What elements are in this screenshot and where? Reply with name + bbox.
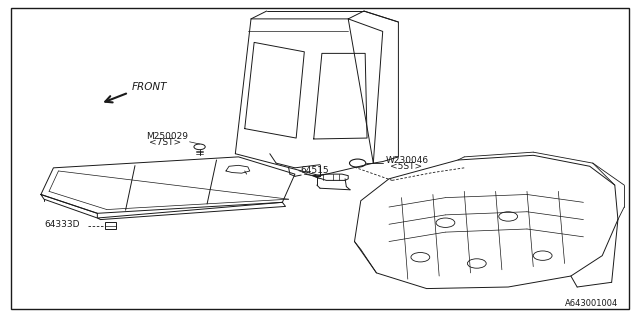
Text: <7ST>: <7ST> (149, 138, 182, 147)
Text: A643001004: A643001004 (564, 299, 618, 308)
Bar (106, 222, 116, 229)
Text: 64515: 64515 (300, 165, 328, 174)
Text: M250029: M250029 (146, 132, 188, 141)
Text: <5ST>: <5ST> (390, 163, 422, 172)
Text: FRONT: FRONT (132, 82, 167, 92)
Text: W230046: W230046 (386, 156, 429, 165)
Text: 64333D: 64333D (44, 220, 79, 229)
